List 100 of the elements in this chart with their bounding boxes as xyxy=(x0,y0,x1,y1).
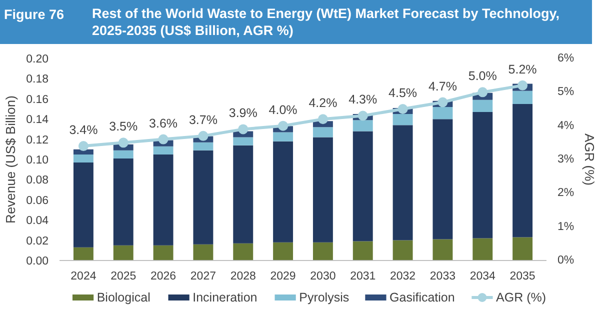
x-tick-label: 2028 xyxy=(230,270,256,282)
bar xyxy=(512,90,533,104)
bar xyxy=(352,131,373,242)
bar xyxy=(432,106,453,120)
bar xyxy=(273,242,294,260)
bar xyxy=(392,114,413,126)
x-tick-label: 2026 xyxy=(150,270,176,282)
bar xyxy=(472,100,493,112)
x-tick-label: 2024 xyxy=(70,270,97,282)
legend-label: Incineration xyxy=(192,290,258,304)
y-tick-label: 0.14 xyxy=(26,114,50,126)
bar xyxy=(233,137,254,146)
point xyxy=(278,120,288,131)
bar xyxy=(73,162,94,248)
bar xyxy=(113,150,134,158)
point xyxy=(438,97,448,108)
y2-tick-label: 6% xyxy=(558,52,574,64)
y-axis-title: Revenue (US$ Billion) xyxy=(3,96,18,224)
bar xyxy=(193,142,214,150)
x-tick-label: 2033 xyxy=(430,270,456,282)
y2-tick-label: 1% xyxy=(558,220,574,233)
bar xyxy=(273,141,294,242)
y2-tick-label: 5% xyxy=(558,86,574,98)
bar xyxy=(153,245,174,260)
y-tick-label: 0.18 xyxy=(26,74,49,86)
data-label: 4.3% xyxy=(348,92,378,107)
bar xyxy=(512,237,533,260)
data-label: 4.7% xyxy=(428,79,457,94)
y-tick-label: 0.04 xyxy=(26,215,50,228)
legend-label: Biological xyxy=(96,290,150,304)
point xyxy=(518,80,528,90)
x-tick-label: 2031 xyxy=(350,270,376,282)
bar xyxy=(73,149,94,154)
data-label: 3.7% xyxy=(188,112,218,127)
y2-tick-label: 4% xyxy=(558,120,574,132)
legend-label: AGR (%) xyxy=(496,290,546,304)
bar xyxy=(432,239,453,260)
bar xyxy=(233,145,254,244)
point xyxy=(358,110,368,121)
bar xyxy=(432,119,453,240)
point xyxy=(318,114,328,124)
x-tick-label: 2034 xyxy=(470,270,496,282)
data-label: 3.5% xyxy=(109,120,138,134)
y2-tick-label: 3% xyxy=(558,154,574,166)
legend-label: Pyrolysis xyxy=(299,290,350,304)
y-tick-label: 0.12 xyxy=(26,134,49,146)
x-tick-label: 2030 xyxy=(310,270,336,282)
y2-axis-title: AGR (%) xyxy=(582,134,598,186)
bar xyxy=(472,112,493,238)
data-label: 4.5% xyxy=(388,86,418,100)
legend-label: Gasification xyxy=(390,290,455,304)
y-tick-label: 0.08 xyxy=(26,174,49,187)
data-label: 5.0% xyxy=(468,69,497,84)
data-label: 4.2% xyxy=(308,96,338,110)
x-tick-label: 2025 xyxy=(110,270,136,282)
bar xyxy=(472,238,493,260)
caption: Figure 76 xyxy=(4,6,66,24)
bar xyxy=(113,245,134,260)
data-label: 3.9% xyxy=(228,106,258,120)
point xyxy=(198,130,208,141)
bar xyxy=(193,150,214,244)
y-tick-label: 0.16 xyxy=(26,94,49,106)
bar xyxy=(113,158,134,246)
x-tick-label: 2029 xyxy=(270,270,296,282)
x-tick-label: 2035 xyxy=(510,270,536,282)
bar xyxy=(352,120,373,132)
bar xyxy=(153,146,174,154)
bar xyxy=(193,244,214,260)
y2-tick-label: 0% xyxy=(558,254,574,266)
data-label: 3.6% xyxy=(149,116,178,130)
bar xyxy=(153,154,174,246)
x-tick-label: 2027 xyxy=(190,270,216,282)
point xyxy=(158,134,168,144)
data-label: 3.4% xyxy=(69,123,98,138)
bar xyxy=(392,240,413,260)
y-tick-label: 0.06 xyxy=(26,194,49,207)
bar xyxy=(73,154,94,163)
x-tick-label: 2032 xyxy=(390,270,416,282)
bar xyxy=(312,127,333,138)
y-tick-label: 0.00 xyxy=(26,256,49,268)
bar xyxy=(273,132,294,142)
y-tick-label: 0.02 xyxy=(26,235,49,248)
bar xyxy=(392,125,413,240)
bar xyxy=(352,241,373,260)
point xyxy=(78,141,88,152)
point xyxy=(118,138,128,148)
point xyxy=(238,124,248,134)
y-tick-label: 0.10 xyxy=(26,154,49,166)
bar xyxy=(73,247,94,260)
point xyxy=(478,87,488,98)
point xyxy=(398,104,408,114)
bar xyxy=(312,242,333,260)
data-label: 4.0% xyxy=(268,102,298,117)
bar xyxy=(512,104,533,238)
y-tick-label: 0.20 xyxy=(26,54,49,66)
data-label: 5.2% xyxy=(508,62,537,76)
bar xyxy=(312,137,333,242)
bar xyxy=(233,243,254,260)
chart-title: Rest of the World Waste to Energy (WtE) Market Forecast by Technology, 2025-2035 (US$ Billion, AGR %) xyxy=(92,5,561,40)
y2-tick-label: 2% xyxy=(558,187,574,200)
